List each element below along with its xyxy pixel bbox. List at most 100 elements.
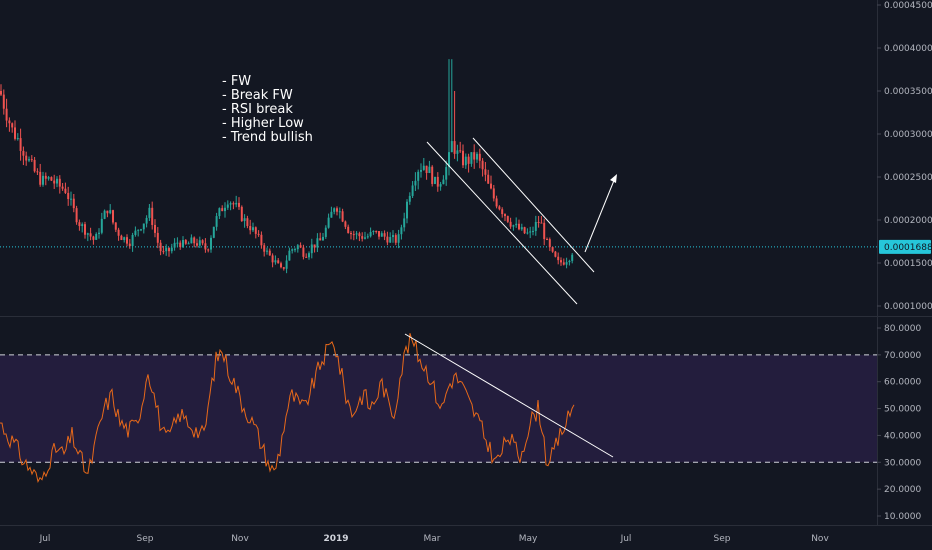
price-panel[interactable]: - FW- Break FW- RSI break- Higher Low- T… (0, 0, 877, 316)
candle-body (537, 221, 540, 223)
candle-body (95, 233, 98, 240)
candle-body (246, 218, 249, 227)
candle-body (159, 242, 162, 252)
time-ticks: Jul Sep Nov 2019 Mar May Jul Sep Nov (39, 534, 830, 544)
candle-body (240, 206, 243, 222)
candle-body (378, 231, 380, 237)
rsi-band (0, 354, 877, 463)
candle-body (338, 211, 341, 213)
candle-body (196, 243, 198, 246)
price-ticks: 0.0004500 0.0004000 0.0003500 0.0003000 0.00… (877, 1, 932, 312)
candle-body (366, 236, 369, 238)
candle-body (16, 138, 19, 140)
rsi-tick-label: 40.0000 (884, 431, 921, 441)
last-price-badge: 0.0001688 (879, 239, 932, 254)
candle-body (434, 176, 436, 184)
price-tick-label: 0.0004500 (884, 1, 932, 11)
candle-body (5, 108, 8, 121)
candle-body (165, 247, 168, 252)
candle-body (22, 150, 25, 156)
price-tick-label: 0.0002000 (884, 216, 932, 226)
candle-body (450, 141, 453, 153)
candle-body (86, 233, 89, 235)
candle-body (347, 226, 350, 234)
candle-body (330, 211, 333, 218)
annotation-line: - FW (222, 74, 251, 89)
candle-body (560, 260, 562, 263)
candle-body (215, 216, 218, 227)
price-tick-label: 0.0004000 (884, 44, 932, 54)
candle-body (462, 150, 464, 166)
candle-body (120, 235, 123, 241)
time-tick-label: Sep (714, 534, 731, 544)
channel-upper-line (472, 137, 595, 273)
candle-body (557, 256, 560, 261)
candle-body (36, 171, 39, 173)
candles (0, 59, 574, 274)
candle-body (302, 247, 305, 257)
candle-body (568, 260, 571, 263)
candle-body (506, 216, 509, 222)
candle-body (179, 242, 182, 248)
rsi-tick-label: 20.0000 (884, 485, 921, 495)
candle-body (8, 120, 11, 124)
rsi-tick-label: 80.0000 (884, 324, 921, 334)
candle-body (218, 208, 221, 217)
candle-body (263, 245, 266, 252)
candle-body (358, 233, 361, 237)
candle-body (168, 247, 170, 252)
candle-body (128, 243, 131, 247)
candle-body (445, 167, 448, 180)
candle-body (268, 250, 271, 256)
annotation-line: - Higher Low (222, 116, 304, 131)
candle-body (58, 178, 61, 187)
candle-body (30, 159, 33, 161)
candle-body (492, 188, 495, 199)
candle-body (428, 166, 431, 173)
time-axis[interactable]: Jul Sep Nov 2019 Mar May Jul Sep Nov (0, 525, 932, 545)
annotations: - FW- Break FW- RSI break- Higher Low- T… (222, 74, 313, 145)
candle-body (266, 250, 268, 252)
rsi-tick-label: 70.0000 (884, 351, 921, 361)
candle-body (221, 208, 224, 212)
candle-body (336, 208, 338, 212)
candle-body (260, 234, 263, 246)
candle-body (352, 234, 355, 236)
candle-body (392, 235, 394, 238)
candle-body (534, 221, 537, 231)
candle-body (134, 230, 137, 235)
rsi-panel[interactable] (0, 333, 877, 484)
rsi-ticks: 80.0000 70.0000 60.0000 50.0000 40.0000 30.00… (877, 324, 921, 522)
time-tick-label: Nov (811, 534, 829, 544)
candle-body (504, 214, 506, 217)
rsi-tick-label: 60.0000 (884, 378, 921, 388)
candle-body (162, 251, 165, 253)
candle-body (131, 234, 134, 247)
price-tick-label: 0.0001000 (884, 302, 932, 312)
candle-body (19, 138, 22, 151)
candle-body (369, 231, 372, 237)
price-tick-label: 0.0001500 (884, 259, 932, 269)
candle-body (448, 152, 450, 168)
candle-body (173, 242, 176, 248)
candle-body (64, 188, 67, 193)
price-axis[interactable]: 0.0004500 0.0004000 0.0003500 0.0003000 0.00… (877, 0, 932, 525)
time-tick-label: Mar (424, 534, 441, 544)
candle-body (224, 207, 226, 212)
candle-body (75, 208, 78, 223)
candle-body (252, 227, 254, 231)
candle-body (184, 240, 187, 244)
candle-body (520, 227, 523, 230)
candle-body (25, 155, 28, 161)
candle-body (442, 179, 445, 185)
candle-body (372, 230, 375, 232)
rsi-downtrend-line (404, 333, 614, 458)
candle-body (280, 263, 282, 268)
bullish-arrow-line (584, 177, 616, 253)
candle-body (70, 198, 72, 200)
candle-body (464, 156, 467, 166)
candle-body (375, 230, 378, 232)
candle-body (201, 240, 204, 244)
candle-body (156, 232, 159, 243)
